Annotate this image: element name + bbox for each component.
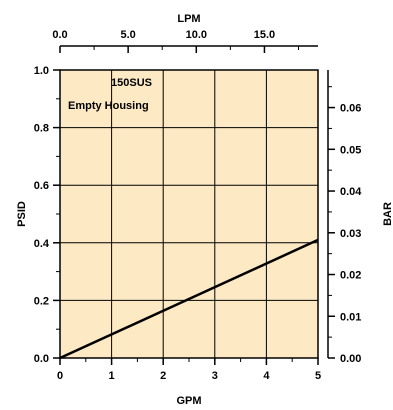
- x-axis-title: GPM: [176, 395, 201, 407]
- y-tick-label: 0.6: [34, 180, 49, 192]
- x2-tick-label: 5.0: [120, 29, 135, 41]
- x2-tick-label: 10.0: [186, 29, 207, 41]
- annotation-housing: Empty Housing: [68, 100, 149, 112]
- y2-tick-label: 0.04: [340, 186, 362, 198]
- x-tick-label: 0: [57, 370, 63, 382]
- x2-tick-label: 0.0: [52, 29, 67, 41]
- y2-tick-label: 0.06: [340, 103, 361, 115]
- y-axis-right: 0.00 0.01 0.02 0.03 0.04 0.05 0.06: [327, 70, 362, 365]
- grid: [60, 70, 318, 358]
- x-tick-label: 2: [160, 370, 166, 382]
- y2-tick-label: 0.01: [340, 311, 361, 323]
- plot-frame: [59, 69, 319, 359]
- y-tick-label: 0.8: [34, 123, 49, 135]
- y2-tick-label: 0.02: [340, 270, 361, 282]
- plot-background: [60, 70, 318, 358]
- y-tick-label: 0.2: [34, 295, 49, 307]
- x-tick-label: 3: [212, 370, 218, 382]
- x-tick-label: 5: [315, 370, 321, 382]
- x-axis-bottom: 0 1 2 3 4 5: [57, 358, 321, 382]
- y-tick-label: 1.0: [34, 65, 49, 77]
- annotation-viscosity: 150SUS: [111, 77, 152, 89]
- y-axis-title: PSID: [16, 201, 28, 227]
- y-axis-left: 0.0 0.2 0.4 0.6 0.8 1.0: [34, 65, 60, 365]
- x2-axis-title: LPM: [177, 13, 200, 25]
- y2-tick-label: 0.00: [340, 353, 361, 365]
- series-lines: [59, 238, 319, 360]
- x2-tick-label: 15.0: [254, 29, 275, 41]
- y-tick-label: 0.0: [34, 353, 49, 365]
- y2-tick-label: 0.05: [340, 144, 361, 156]
- x-axis-top: 0.0 5.0 10.0 15.0: [52, 29, 318, 53]
- y2-tick-label: 0.03: [340, 228, 361, 240]
- series-line: [59, 238, 319, 360]
- y-tick-label: 0.4: [34, 238, 50, 250]
- x-tick-label: 4: [263, 370, 270, 382]
- x-tick-label: 1: [109, 370, 115, 382]
- y2-axis-title: BAR: [382, 202, 393, 226]
